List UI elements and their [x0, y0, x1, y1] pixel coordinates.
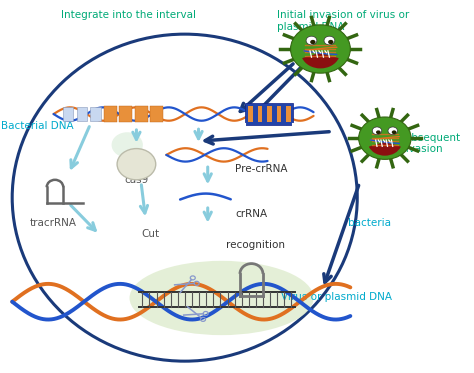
Ellipse shape [129, 261, 313, 335]
Bar [135, 106, 148, 122]
Text: Integrate into the interval: Integrate into the interval [61, 10, 195, 20]
Circle shape [359, 117, 411, 159]
Circle shape [310, 40, 316, 44]
Bar [119, 106, 132, 122]
Bar [77, 107, 87, 121]
Bar [248, 106, 253, 122]
Bar [267, 106, 272, 122]
Text: recognition: recognition [226, 240, 285, 250]
Text: crRNA: crRNA [235, 209, 267, 219]
Bar [245, 103, 293, 125]
Text: Bacterial DNA: Bacterial DNA [0, 122, 73, 131]
Circle shape [306, 36, 317, 45]
Text: Initial invasion of virus or
plasmid DNA: Initial invasion of virus or plasmid DNA [277, 10, 409, 32]
Text: Pre-crRNA: Pre-crRNA [235, 164, 288, 174]
Bar [63, 107, 73, 121]
Text: cas9: cas9 [124, 175, 148, 185]
Bar [276, 106, 281, 122]
Text: Cut: Cut [141, 229, 159, 239]
Bar [104, 106, 117, 122]
Text: tracrRNA: tracrRNA [30, 218, 77, 228]
Circle shape [117, 148, 156, 180]
Wedge shape [302, 53, 339, 68]
Circle shape [372, 127, 382, 135]
Bar [150, 106, 163, 122]
Bar [286, 106, 291, 122]
Circle shape [111, 132, 143, 157]
Text: Virus or plasmid DNA: Virus or plasmid DNA [282, 292, 392, 303]
Text: Subsequent
invasion: Subsequent invasion [399, 133, 461, 154]
Circle shape [376, 130, 381, 134]
Circle shape [291, 25, 350, 73]
Circle shape [324, 36, 335, 45]
Ellipse shape [12, 34, 357, 361]
Bar [258, 106, 262, 122]
Text: bacteria: bacteria [348, 218, 391, 228]
Wedge shape [369, 142, 401, 156]
Bar [91, 107, 100, 121]
Circle shape [328, 40, 334, 44]
Circle shape [392, 130, 396, 134]
Circle shape [388, 127, 397, 135]
